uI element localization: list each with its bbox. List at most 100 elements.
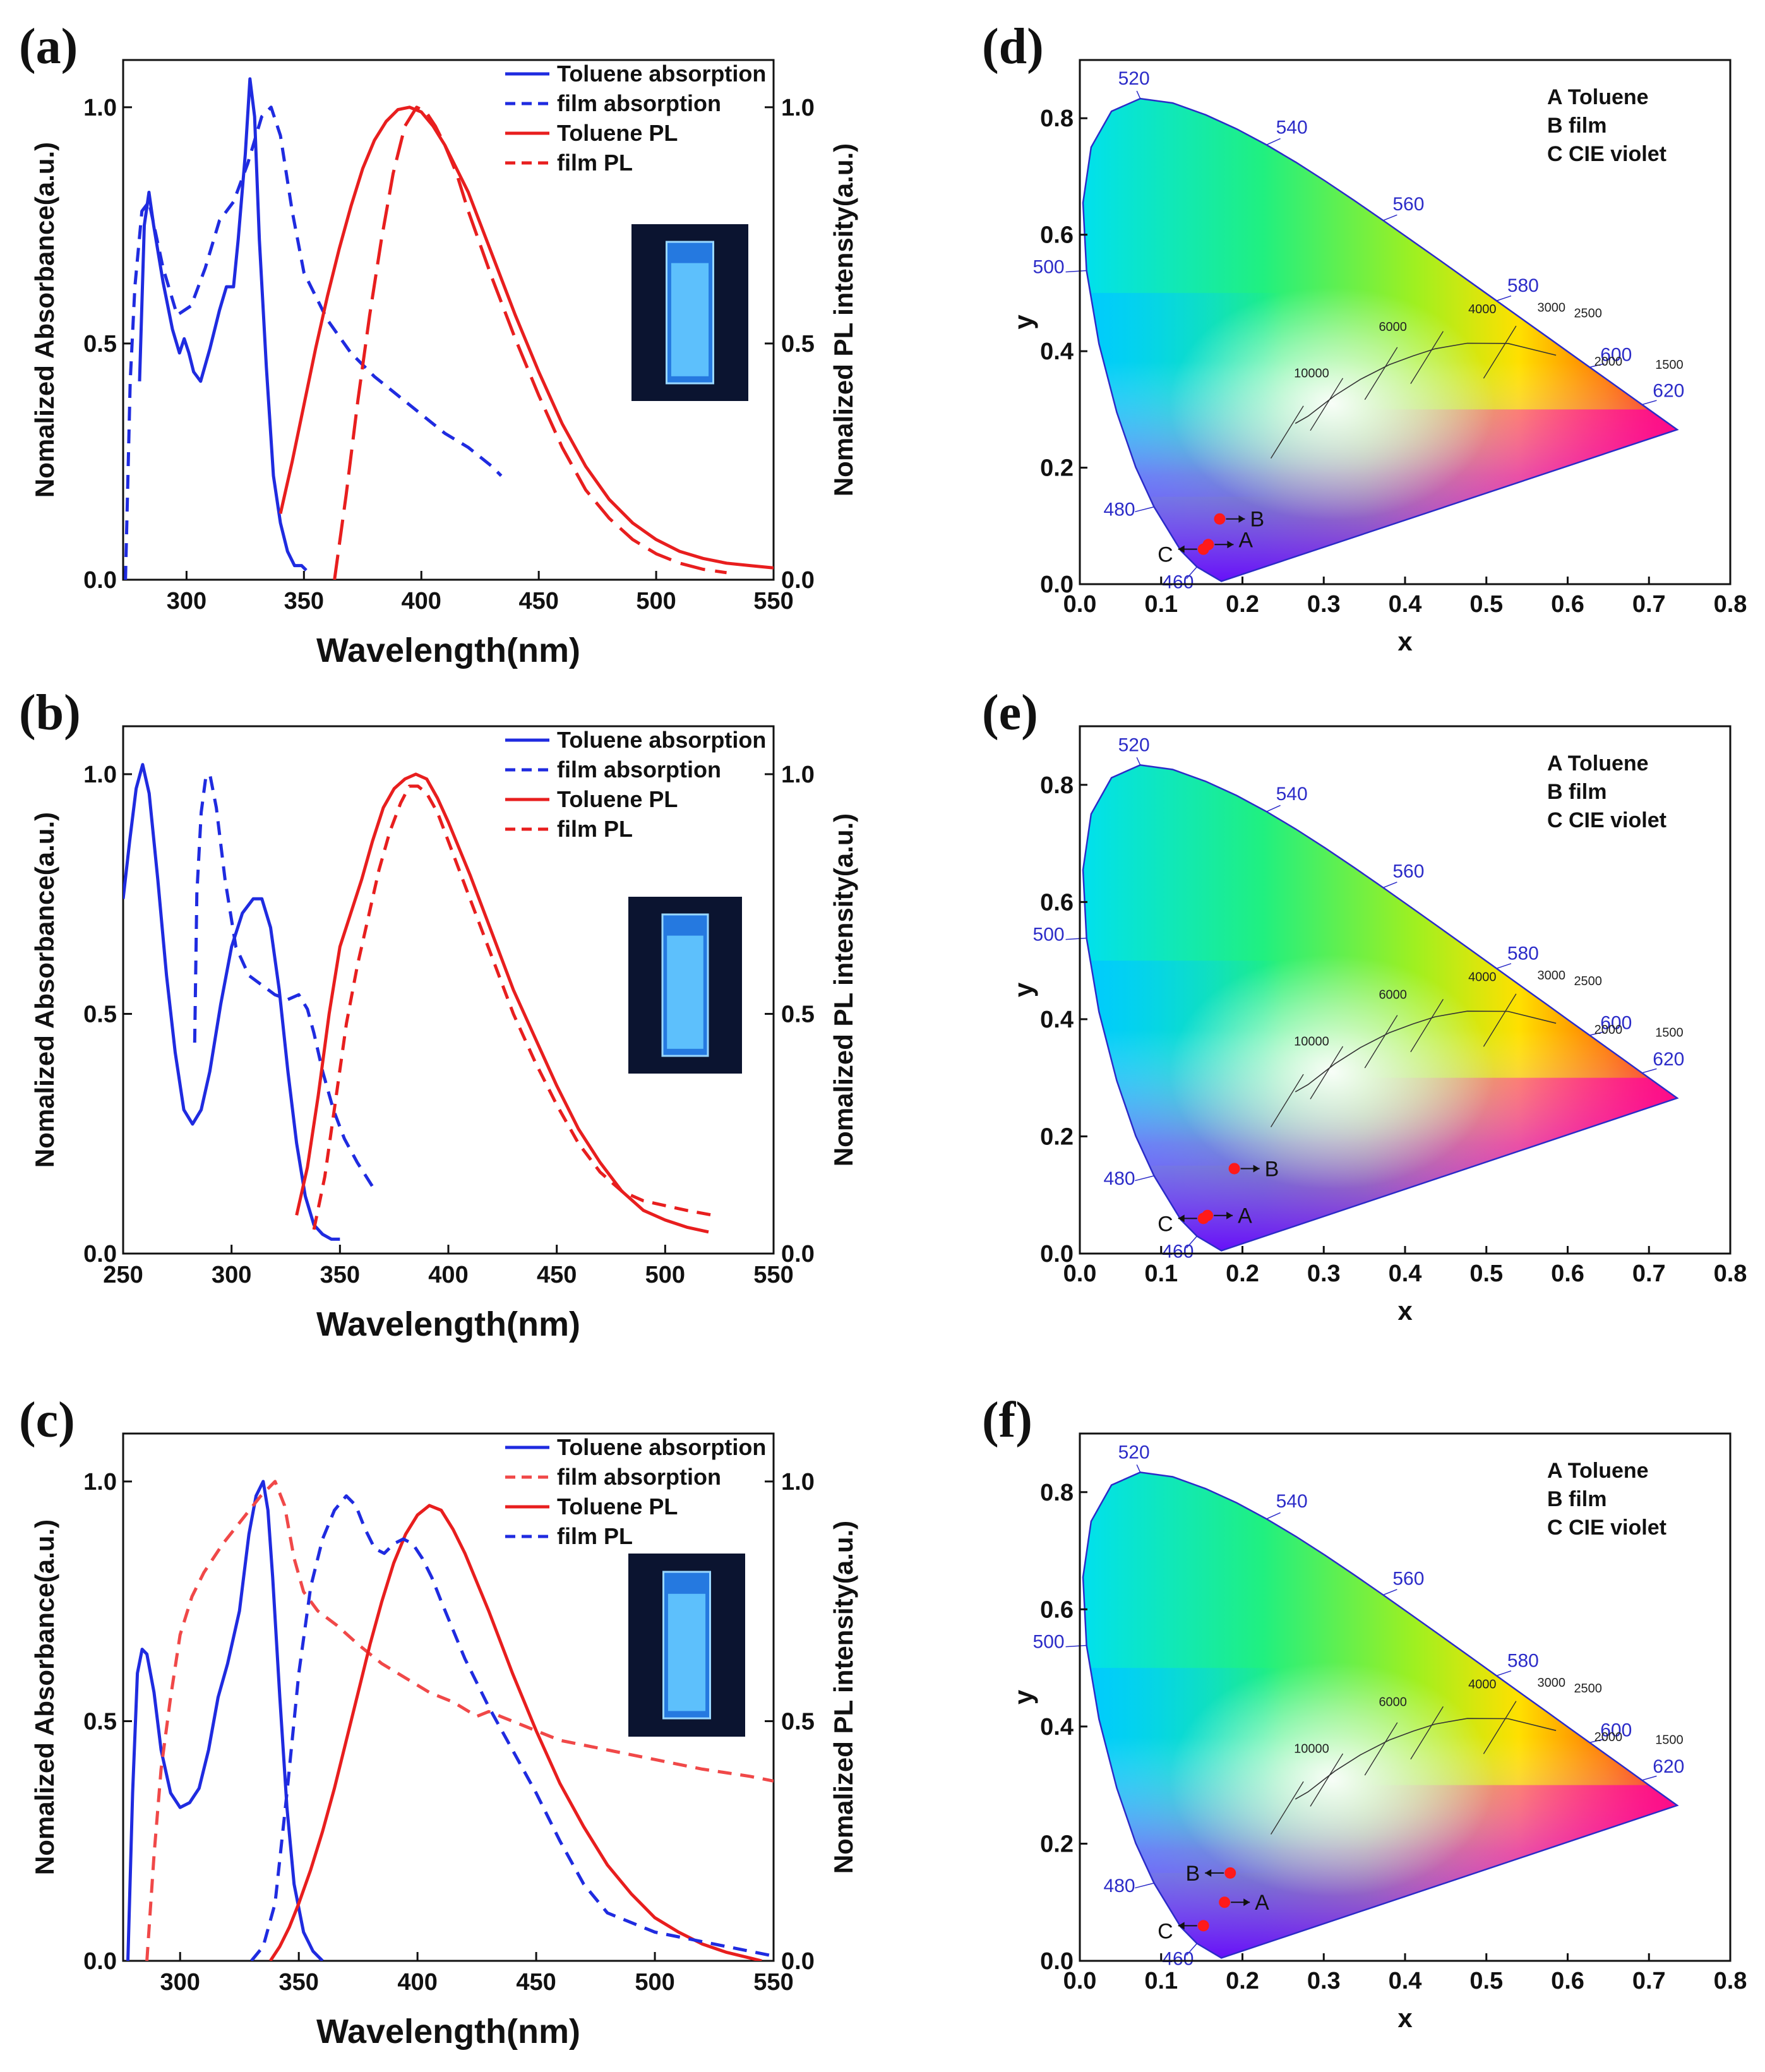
wavelength-tick xyxy=(1186,1943,1197,1956)
x-tick-label: 450 xyxy=(537,1262,577,1288)
wavelength-label: 560 xyxy=(1392,194,1424,215)
cct-label: 2500 xyxy=(1574,307,1602,321)
cct-label: 2500 xyxy=(1574,1682,1602,1696)
wavelength-label: 480 xyxy=(1104,1168,1135,1189)
x-tick-label: 500 xyxy=(636,588,676,614)
x-tick-label: 0.8 xyxy=(1714,1261,1747,1287)
cie-point-label: A xyxy=(1238,1204,1252,1228)
y-tick-label: 0.0 xyxy=(83,1948,117,1975)
wavelength-tick xyxy=(1186,566,1197,579)
wavelength-tick xyxy=(1589,1031,1605,1036)
x-tick-label: 550 xyxy=(753,1262,793,1288)
isotherm-line xyxy=(1410,1706,1444,1760)
wavelength-label: 460 xyxy=(1162,1241,1194,1262)
cie-point-label: A xyxy=(1238,528,1253,552)
cct-label: 2000 xyxy=(1594,1730,1623,1744)
wavelength-tick xyxy=(1496,295,1512,301)
planckian-locus xyxy=(1295,1718,1557,1800)
wavelength-tick xyxy=(1136,1464,1141,1473)
y-right-tick-label: 1.0 xyxy=(781,762,815,788)
cie-panel-e: (e) 460 480 500 520 540 560 580 600 620 10000 6000 4… xyxy=(982,685,1747,1326)
wavelength-label: 540 xyxy=(1276,1491,1308,1512)
series-line-film-absorption xyxy=(145,1480,774,1961)
wavelength-tick xyxy=(1135,1883,1154,1889)
wavelength-label: 580 xyxy=(1507,1651,1539,1672)
cct-label: 10000 xyxy=(1294,1742,1329,1756)
wavelength-tick xyxy=(1383,214,1397,221)
cct-label: 10000 xyxy=(1294,1035,1329,1049)
cct-label: 10000 xyxy=(1294,367,1329,381)
isotherm-line xyxy=(1364,347,1398,400)
panel-label: (f) xyxy=(982,1392,1032,1448)
x-tick-label: 350 xyxy=(284,588,324,614)
isotherm-line xyxy=(1483,1701,1517,1754)
x-tick-label: 0.6 xyxy=(1551,1261,1584,1287)
cie-point-arrowhead xyxy=(1226,1211,1233,1219)
wavelength-tick xyxy=(1136,757,1141,765)
cct-label: 3000 xyxy=(1538,969,1566,983)
cct-label: 6000 xyxy=(1379,1695,1407,1709)
cie-legend-entry: A Toluene xyxy=(1547,1459,1649,1483)
y-tick-label: 0.5 xyxy=(83,1001,117,1027)
wavelength-tick xyxy=(1589,363,1605,368)
wavelength-label: 460 xyxy=(1162,572,1194,593)
cct-label: 1500 xyxy=(1655,358,1684,372)
isotherm-line xyxy=(1364,1015,1398,1069)
y-tick-label: 0.8 xyxy=(1040,772,1074,799)
x-tick-label: 0.8 xyxy=(1714,1968,1747,1994)
series-line-toluene-absorption xyxy=(126,1480,324,1961)
wavelength-label: 480 xyxy=(1104,500,1135,520)
cct-label: 1500 xyxy=(1655,1734,1684,1747)
cie-legend-entry: C CIE violet xyxy=(1547,808,1666,832)
wavelength-label: 580 xyxy=(1507,275,1539,296)
x-tick-label: 0.8 xyxy=(1714,591,1747,618)
cuvette-photo xyxy=(631,224,748,401)
x-tick-label: 350 xyxy=(320,1262,360,1288)
y-tick-label: 0.4 xyxy=(1040,1714,1074,1740)
y-axis-label: Nomalized Absorbance(a.u.) xyxy=(30,812,59,1168)
y-right-tick-label: 1.0 xyxy=(781,1469,815,1495)
cie-legend-entry: B film xyxy=(1547,114,1606,138)
y-tick-label: 1.0 xyxy=(83,762,117,788)
series-line-film-pl xyxy=(312,784,714,1230)
x-tick-label: 0.3 xyxy=(1307,1968,1341,1994)
x-tick-label: 0.5 xyxy=(1469,1261,1503,1287)
cct-label: 6000 xyxy=(1379,320,1407,334)
x-tick-label: 450 xyxy=(518,588,558,614)
y-right-axis-label: Nomalized PL intensity(a.u.) xyxy=(829,1521,858,1874)
x-tick-label: 0.7 xyxy=(1632,591,1666,618)
wavelength-label: 580 xyxy=(1507,943,1539,964)
cie-point-arrowhead xyxy=(1243,1898,1250,1907)
legend-entry: film absorption xyxy=(557,757,721,782)
x-tick-label: 500 xyxy=(645,1262,685,1288)
cie-legend-entry: C CIE violet xyxy=(1547,1516,1666,1540)
x-tick-label: 0.5 xyxy=(1469,591,1503,618)
series-line-film-absorption xyxy=(193,772,374,1188)
wavelength-label: 560 xyxy=(1392,1569,1424,1590)
cie-legend-entry: B film xyxy=(1547,1487,1606,1511)
panel-label: (d) xyxy=(982,19,1044,75)
y-axis-label: y xyxy=(1008,314,1038,330)
wavelength-tick xyxy=(1496,963,1512,969)
wavelength-label: 540 xyxy=(1276,117,1308,138)
y-tick-label: 0.4 xyxy=(1040,338,1074,365)
y-right-tick-label: 0.5 xyxy=(781,1708,815,1735)
cuvette-photo xyxy=(628,897,742,1074)
series-line-film-pl xyxy=(333,105,727,580)
y-right-axis-label: Nomalized PL intensity(a.u.) xyxy=(829,813,858,1166)
x-tick-label: 0.3 xyxy=(1307,591,1341,618)
y-tick-label: 0.6 xyxy=(1040,889,1074,916)
x-tick-label: 0.1 xyxy=(1144,1261,1178,1287)
x-tick-label: 0.4 xyxy=(1389,591,1422,618)
y-tick-label: 0.8 xyxy=(1040,105,1074,132)
y-right-tick-label: 0.5 xyxy=(781,1001,815,1027)
cie-point-b xyxy=(1224,1867,1236,1879)
wavelength-label: 480 xyxy=(1104,1876,1135,1896)
x-axis-label: x xyxy=(1397,1296,1413,1326)
cct-label: 4000 xyxy=(1468,971,1497,985)
isotherm-line xyxy=(1270,1781,1304,1835)
cuvette-liquid xyxy=(671,263,709,376)
cie-legend-entry: C CIE violet xyxy=(1547,142,1666,166)
x-tick-label: 0.0 xyxy=(1063,1968,1097,1994)
cie-legend-entry: A Toluene xyxy=(1547,85,1649,109)
